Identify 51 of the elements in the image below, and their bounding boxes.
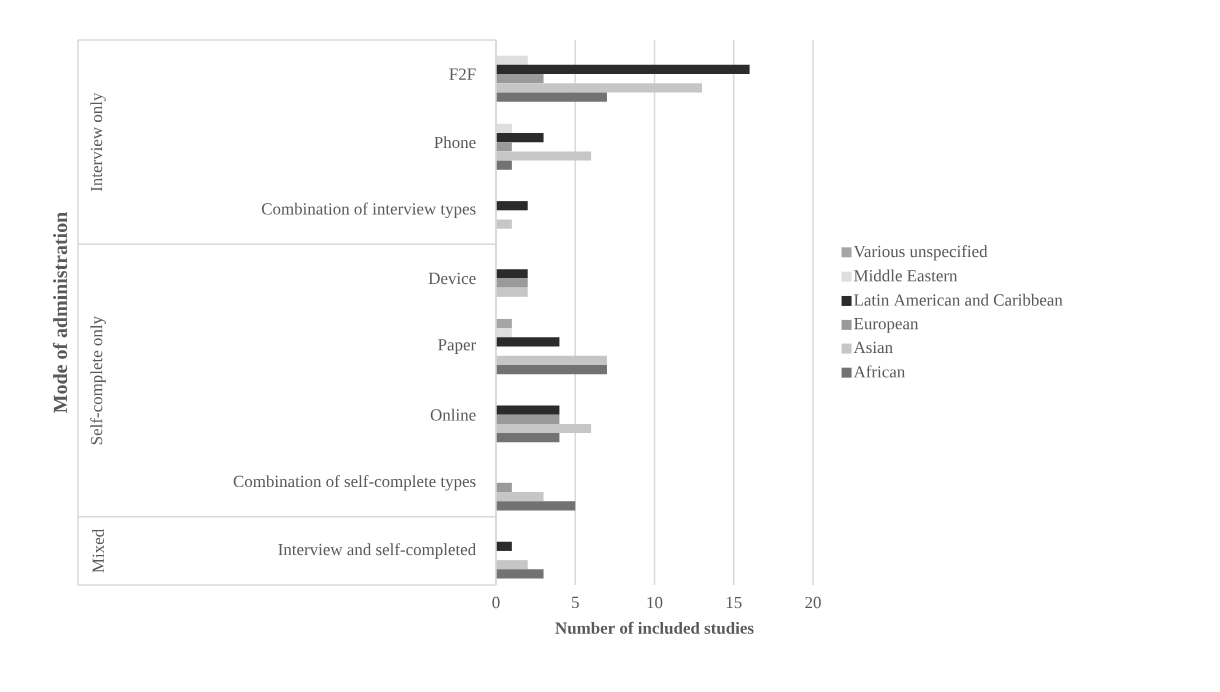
- bar: [496, 337, 560, 347]
- bar: [496, 405, 560, 415]
- bar: [496, 541, 512, 551]
- bar: [496, 132, 544, 143]
- bar: [496, 482, 512, 492]
- bar: [496, 501, 576, 511]
- legend-label: European: [854, 318, 919, 333]
- legend-label: African: [853, 365, 906, 378]
- legend-label: Asian: [853, 341, 893, 354]
- bar: [496, 269, 528, 279]
- y-tick-label: Combination of interview types: [261, 202, 476, 219]
- legend-label: Various unspecified: [853, 245, 988, 261]
- bar: [496, 74, 544, 84]
- bar: [496, 278, 528, 288]
- bar: [496, 201, 528, 211]
- y-tick-label: Online: [430, 408, 476, 421]
- x-tick-label: 10: [647, 596, 663, 609]
- y-tick-label: Device: [428, 272, 476, 285]
- text: Self-complete only: [90, 316, 106, 445]
- bar: [496, 492, 544, 502]
- legend-label: Latin American and Caribbean: [854, 293, 1063, 306]
- bar: [496, 64, 750, 75]
- bar: [496, 287, 528, 297]
- x-tick-label: 20: [805, 596, 821, 609]
- y-tick-label: F2F: [449, 68, 476, 80]
- bar: [496, 414, 560, 424]
- bar: [496, 355, 607, 365]
- y-tick-label: Phone: [434, 136, 476, 149]
- x-tick-label: 5: [572, 596, 579, 609]
- bar: [496, 219, 512, 229]
- bar: [496, 423, 592, 434]
- x-tick-label: 0: [492, 596, 500, 609]
- y-tick-label: Interview and self-completed: [278, 543, 476, 559]
- y-tick-label: Combination of self-complete types: [233, 475, 476, 491]
- bar: [496, 160, 512, 170]
- text: Mode of administration: [52, 212, 68, 413]
- text: Mixed: [92, 529, 104, 573]
- bar: [496, 364, 607, 375]
- bar: [496, 142, 512, 152]
- bar: [496, 433, 560, 443]
- x-tick-label: 15: [726, 596, 742, 609]
- bar: [496, 83, 703, 93]
- bar: [496, 92, 607, 102]
- bar: [496, 151, 592, 161]
- text: Interview only: [90, 92, 106, 192]
- bar: [496, 560, 528, 570]
- x-axis-title: Number of included studies: [555, 621, 754, 634]
- bar: [496, 318, 512, 329]
- bar: [496, 569, 544, 579]
- y-tick-label: Paper: [438, 339, 477, 354]
- legend-label: Middle Eastern: [854, 269, 958, 282]
